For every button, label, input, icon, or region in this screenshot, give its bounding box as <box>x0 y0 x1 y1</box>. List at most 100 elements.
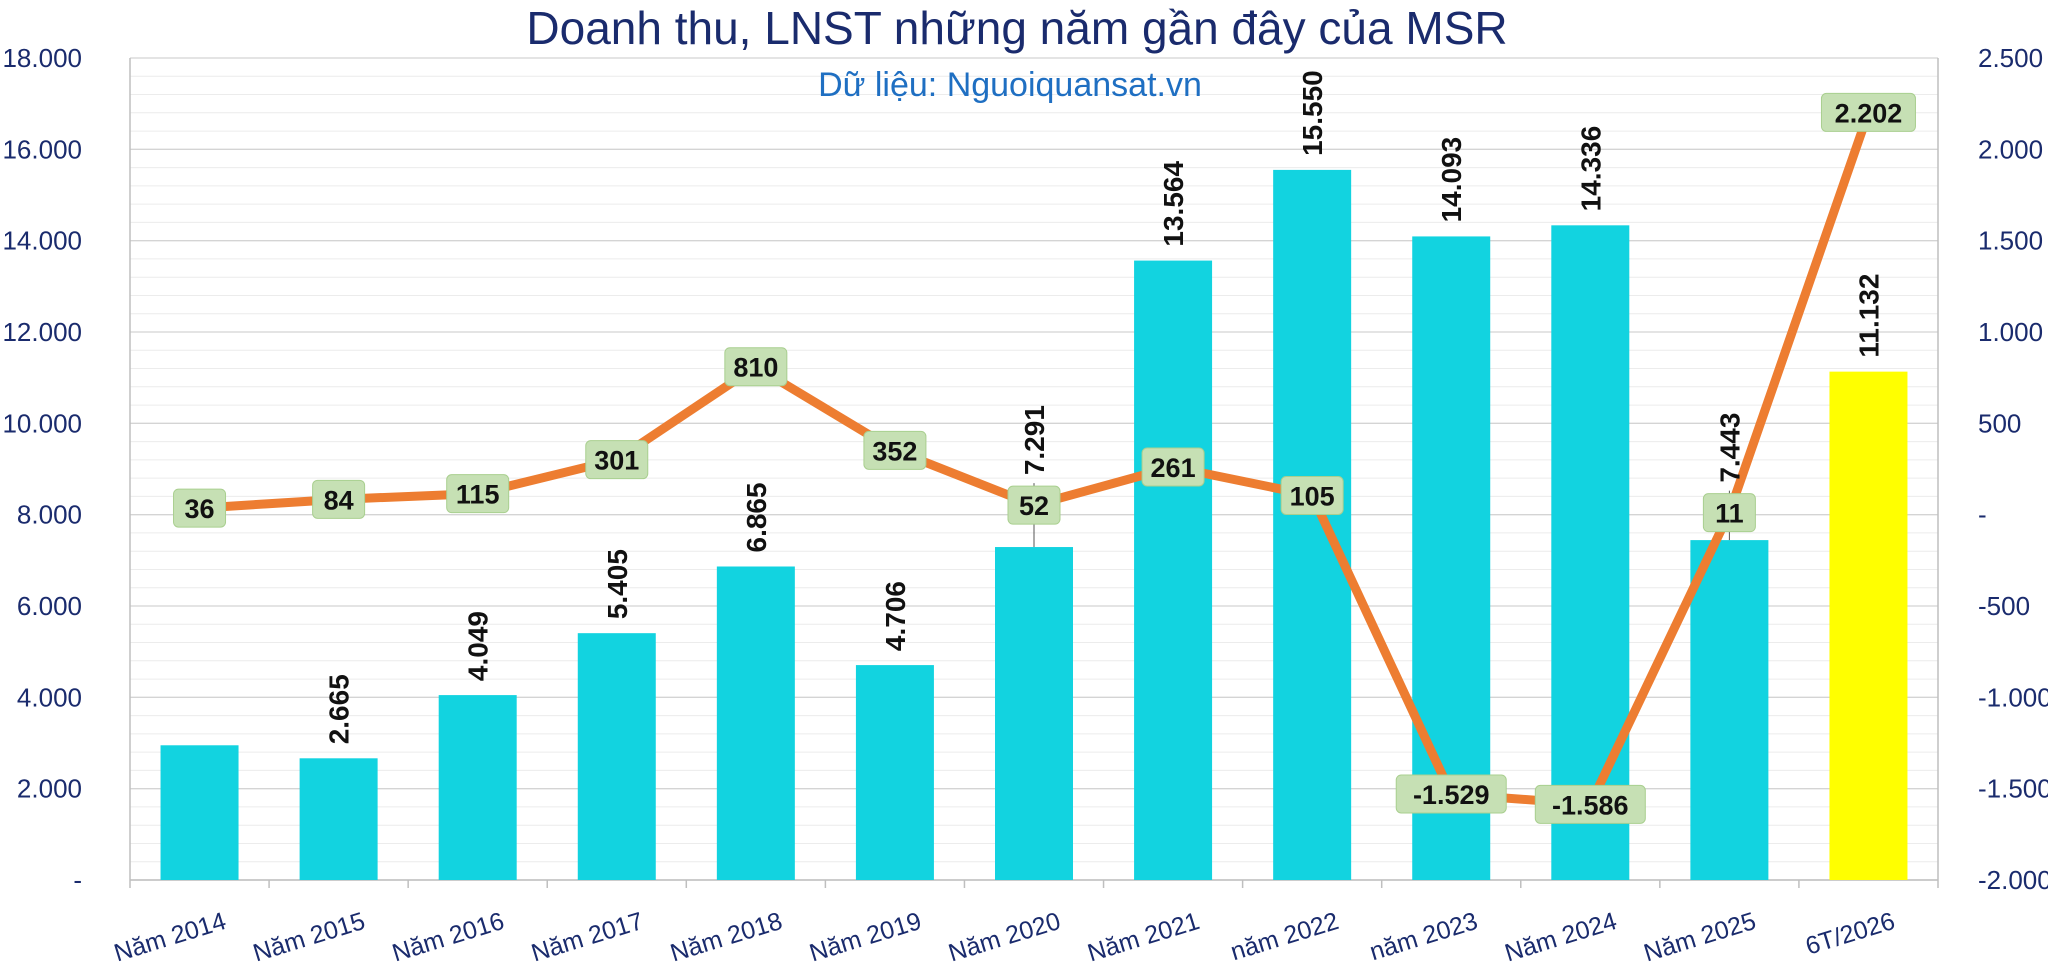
chart-subtitle: Dữ liệu: Nguoiquansat.vn <box>818 66 1202 104</box>
bar-value-label: 15.550 <box>1297 70 1328 156</box>
revenue-bar <box>1412 236 1491 880</box>
profit-label-box <box>1820 92 1916 132</box>
y-right-tick-label: -2.000 <box>1978 865 2048 895</box>
bar-value-label: 6.865 <box>741 482 772 552</box>
bar-value-label: 2.665 <box>324 674 355 744</box>
profit-label-box <box>1702 493 1756 533</box>
x-tick-label: Năm 2024 <box>1502 907 1621 968</box>
profit-label-box <box>446 474 510 514</box>
profit-label-text: -1.586 <box>1552 790 1629 820</box>
profit-value-label: 2.202 <box>1820 92 1916 132</box>
bar-value-label: 4.049 <box>463 611 494 681</box>
revenue-bars <box>160 169 1908 881</box>
x-tick-label: Năm 2020 <box>945 907 1064 968</box>
profit-label-text: 261 <box>1151 453 1196 483</box>
revenue-bar <box>1134 260 1213 880</box>
profit-value-label: 352 <box>863 430 927 470</box>
y-left-tick-label: 2.000 <box>17 774 82 804</box>
y-left-tick-label: - <box>73 865 82 895</box>
profit-value-label: 115 <box>446 474 510 514</box>
y-left-tick-label: 4.000 <box>17 682 82 712</box>
profit-value-label: 52 <box>1007 485 1061 525</box>
x-tick-label: Năm 2015 <box>250 907 369 968</box>
revenue-bar <box>995 547 1073 880</box>
y-left-tick-label: 12.000 <box>2 317 82 347</box>
profit-label-text: 36 <box>185 494 215 524</box>
y-left-tick-label: 8.000 <box>17 500 82 530</box>
profit-value-label: 84 <box>312 479 366 519</box>
profit-label-box <box>1395 774 1507 814</box>
y-left-tick-label: 10.000 <box>2 408 82 438</box>
profit-label-box <box>585 440 649 480</box>
y-right-tick-label: 2.000 <box>1978 134 2043 164</box>
chart-title: Doanh thu, LNST những năm gần đây của MS… <box>526 2 1507 54</box>
x-tick-label: Năm 2014 <box>111 907 230 968</box>
revenue-bar <box>1690 540 1769 880</box>
profit-value-label: -1.586 <box>1534 784 1646 824</box>
bar-value-label: 13.564 <box>1158 161 1189 247</box>
bar-value-label: 4.706 <box>880 581 911 651</box>
profit-label-text: 115 <box>456 480 500 510</box>
y-right-tick-label: 1.000 <box>1978 317 2043 347</box>
x-tick-label: Năm 2021 <box>1084 907 1203 968</box>
profit-value-label: 261 <box>1141 447 1205 487</box>
profit-value-label: 105 <box>1280 475 1344 515</box>
profit-label-box <box>173 488 227 528</box>
profit-label-box <box>1280 475 1344 515</box>
x-tick-label: Năm 2017 <box>528 907 647 968</box>
profit-label-text: -1.529 <box>1413 780 1490 810</box>
x-tick-label: Năm 2019 <box>806 907 925 968</box>
profit-value-label: 810 <box>724 347 788 387</box>
revenue-bar <box>577 633 656 880</box>
profit-value-label: 36 <box>173 488 227 528</box>
bar-value-label: 7.443 <box>1714 413 1745 483</box>
bar-value-label: 11.132 <box>1853 274 1884 358</box>
profit-label-box <box>312 479 366 519</box>
profit-value-label: 11 <box>1702 493 1756 533</box>
profit-value-label: -1.529 <box>1395 774 1507 814</box>
y-left-tick-label: 16.000 <box>2 134 82 164</box>
profit-label-box <box>724 347 788 387</box>
profit-label-box <box>1141 447 1205 487</box>
x-tick-label: năm 2023 <box>1366 907 1481 966</box>
y-left-tick-label: 6.000 <box>17 591 82 621</box>
profit-label-text: 105 <box>1290 481 1335 511</box>
revenue-bar <box>1829 371 1908 880</box>
profit-label-text: 84 <box>324 485 354 515</box>
revenue-bar <box>1273 169 1352 881</box>
profit-label-text: 301 <box>594 446 639 476</box>
y-right-tick-label: -1.500 <box>1978 774 2048 804</box>
profit-label-box <box>1007 485 1061 525</box>
profit-label-box <box>863 430 927 470</box>
y-right-tick-label: -1.000 <box>1978 682 2048 712</box>
y-left-tick-label: 14.000 <box>2 226 82 256</box>
profit-value-label: 301 <box>585 440 649 480</box>
y-left-tick-label: 18.000 <box>2 43 82 73</box>
y-right-tick-label: -500 <box>1978 591 2030 621</box>
x-tick-label: Năm 2016 <box>389 907 508 968</box>
y-right-tick-label: - <box>1978 500 1987 530</box>
revenue-bar <box>855 665 934 880</box>
profit-label-text: 810 <box>733 353 778 383</box>
profit-label-box <box>1534 784 1646 824</box>
data-labels: 2.665 4.049 5.405 6.865 4.706 7.291 13.564 15.5… <box>173 70 1916 824</box>
y-right-tick-label: 1.500 <box>1978 226 2043 256</box>
bar-value-label: 14.336 <box>1575 126 1606 212</box>
revenue-bar <box>1551 225 1630 881</box>
bar-value-label: 7.291 <box>1019 405 1050 475</box>
x-tick-label: Năm 2025 <box>1641 907 1760 968</box>
bar-value-label: 5.405 <box>602 549 633 619</box>
profit-label-text: 352 <box>872 436 917 466</box>
profit-label-text: 11 <box>1715 499 1744 529</box>
revenue-bar <box>299 758 378 880</box>
y-right-tick-label: 2.500 <box>1978 43 2043 73</box>
profit-label-text: 52 <box>1019 491 1049 521</box>
x-tick-label: Năm 2018 <box>667 907 786 968</box>
bar-value-label: 14.093 <box>1436 137 1467 223</box>
y-right-tick-label: 500 <box>1978 408 2021 438</box>
profit-label-text: 2.202 <box>1835 98 1903 128</box>
revenue-bar <box>716 566 795 880</box>
x-tick-label: năm 2022 <box>1227 907 1342 966</box>
